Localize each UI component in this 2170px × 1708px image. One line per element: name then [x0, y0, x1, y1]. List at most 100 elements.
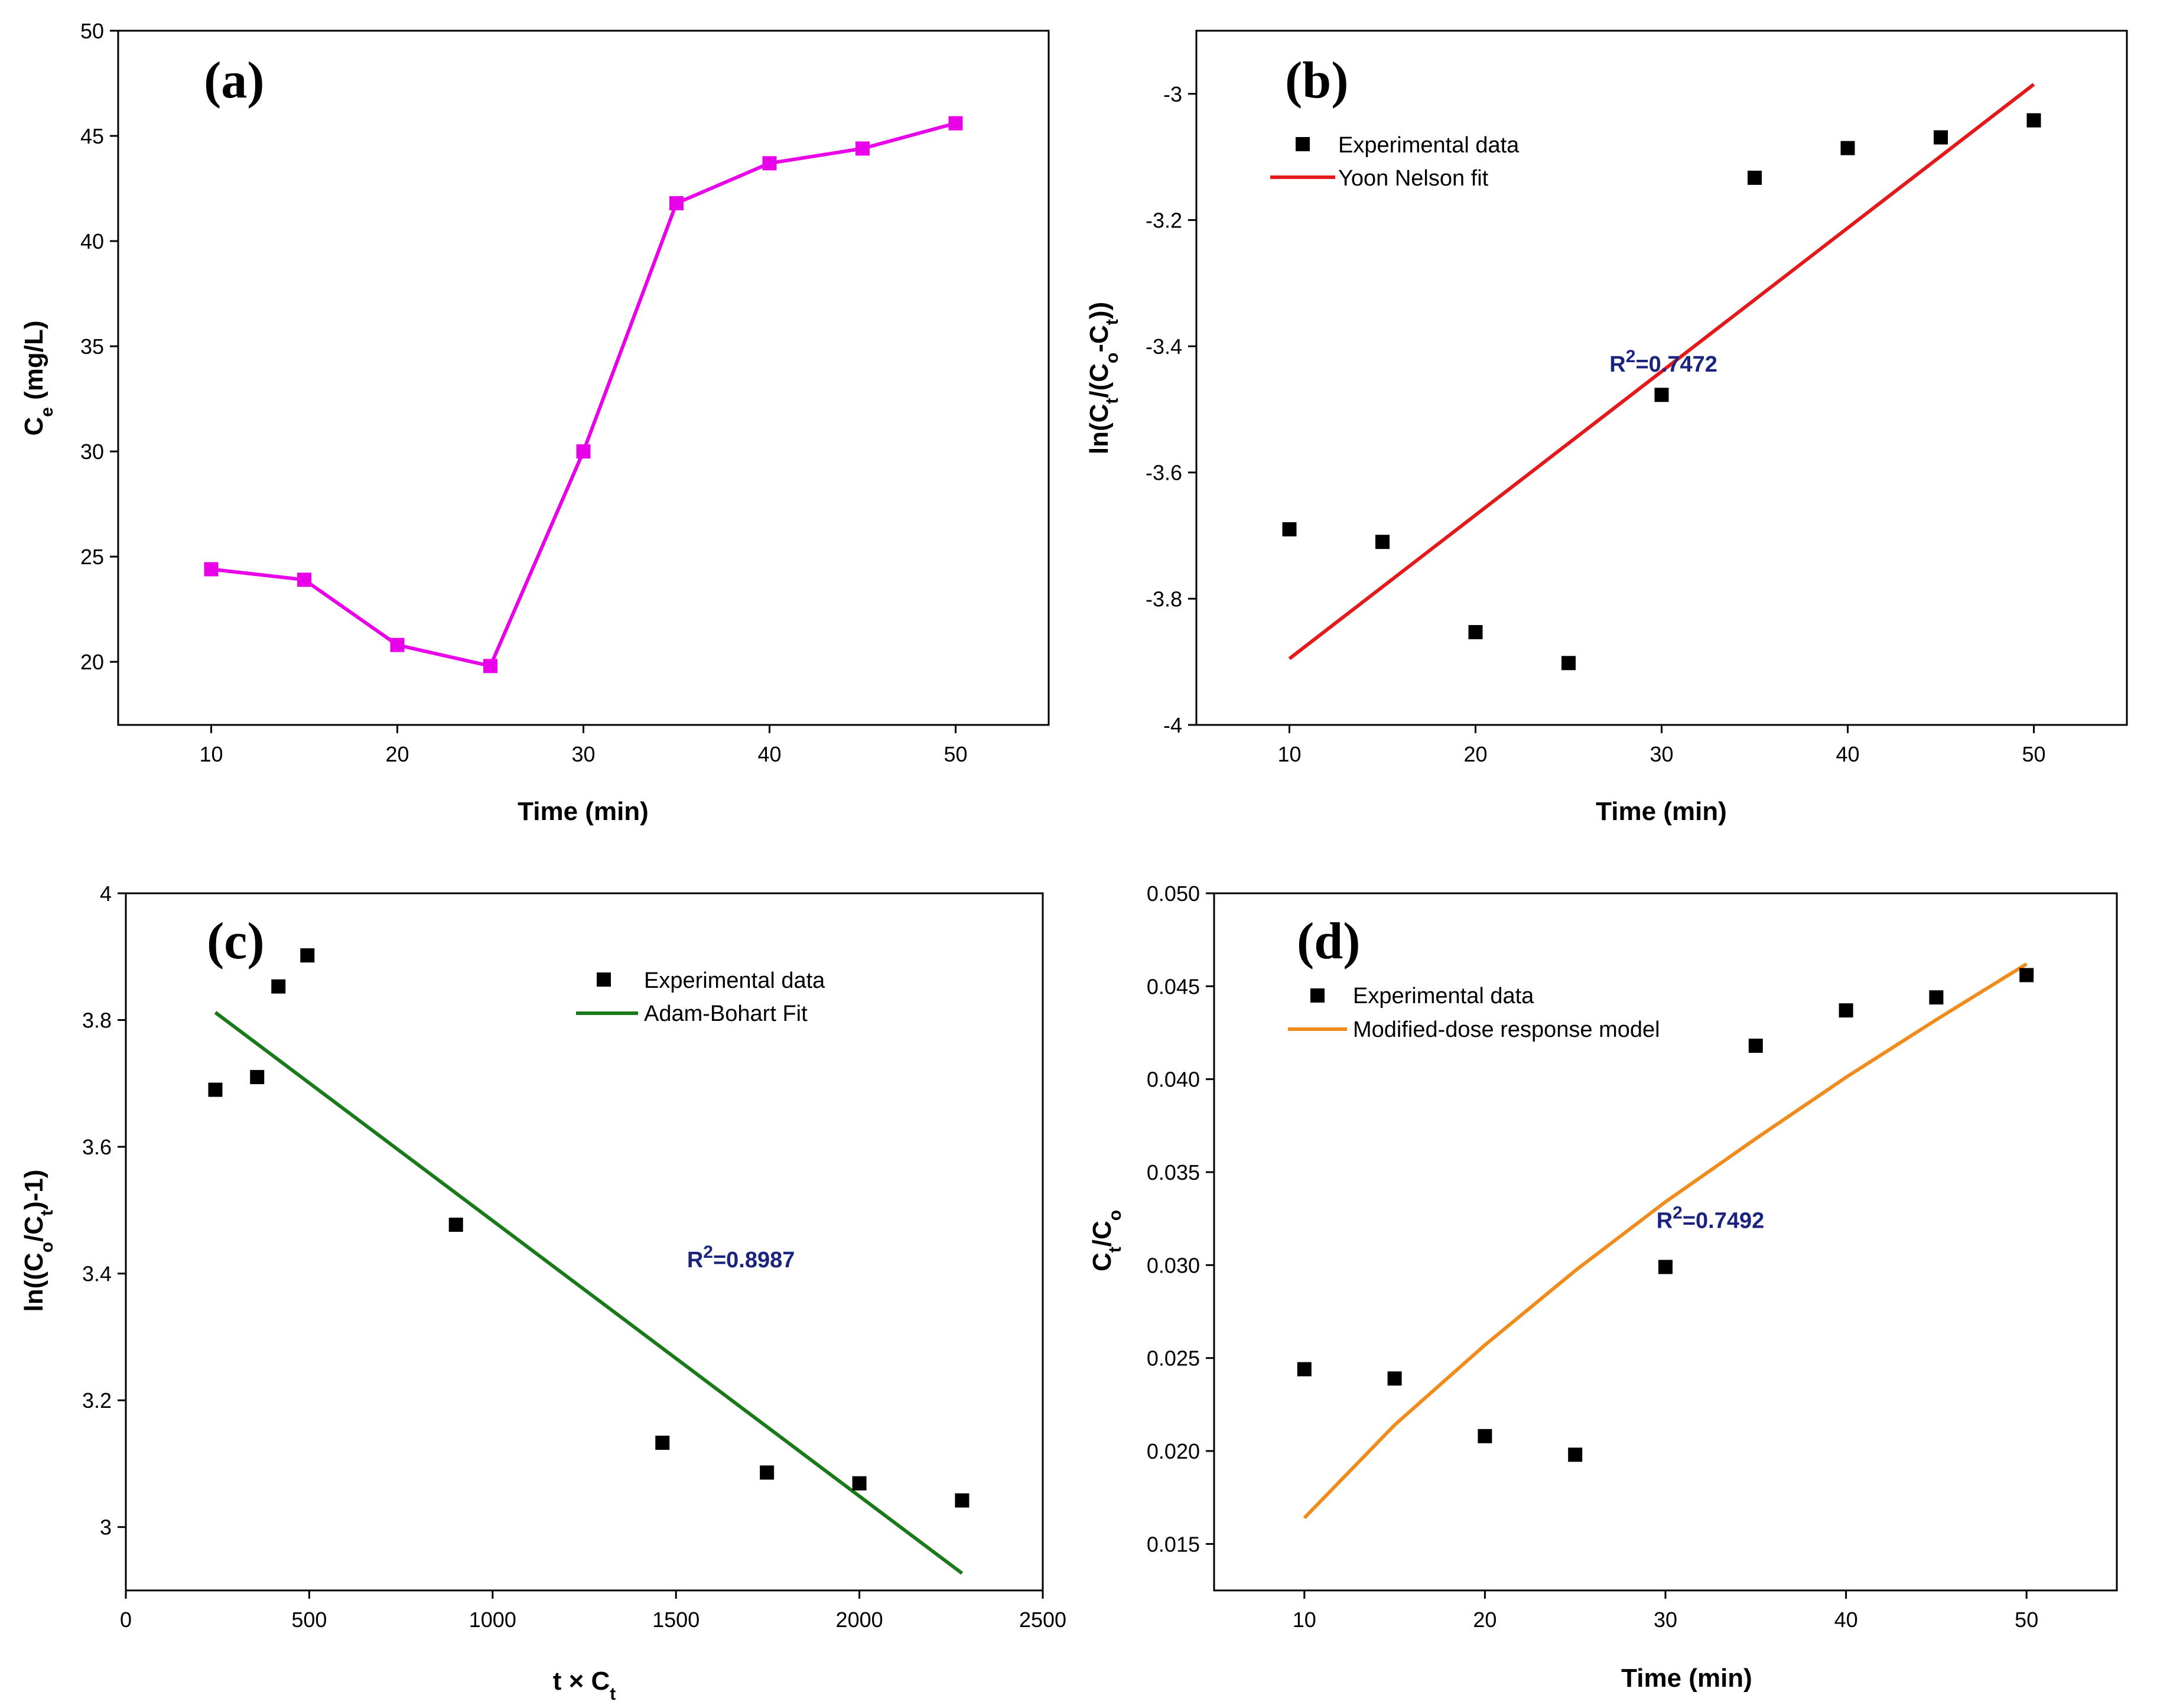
- r2-superscript: 2: [703, 1242, 713, 1262]
- legend-label-experimental: Experimental data: [1338, 133, 1520, 158]
- axis-ticks: 10 20 30 40 50 -4 -3.8 -3.6 -3.4 -3.2 -3: [1146, 82, 2046, 766]
- legend-label-fit: Modified-dose response model: [1353, 1017, 1660, 1042]
- x-tick-label: 50: [944, 742, 967, 766]
- series-line: [1288, 83, 2035, 661]
- r2-symbol: R: [1609, 352, 1625, 377]
- subscript-part: t: [37, 1210, 57, 1216]
- legend-marker-experimental: [1310, 988, 1325, 1003]
- x-tick-label: 500: [291, 1608, 327, 1632]
- panel-label: (a): [204, 52, 265, 109]
- text-part: C: [19, 417, 48, 436]
- r2-value: =0.8987: [713, 1248, 795, 1273]
- series-line: [214, 1011, 964, 1575]
- panel-label: (d): [1297, 913, 1361, 970]
- x-tick-label: 40: [1834, 1608, 1858, 1632]
- text-part: (mg/L): [19, 320, 48, 407]
- legend-label-fit: Adam-Bohart Fit: [644, 1001, 808, 1026]
- y-tick-label: 0.025: [1147, 1346, 1200, 1371]
- data-point: [1478, 1429, 1492, 1443]
- series-markers: [1297, 968, 2034, 1462]
- text-part: /C: [1088, 1221, 1117, 1247]
- r2-value: =0.7492: [1683, 1208, 1764, 1233]
- panel-c: 0 500 1000 1500 2000 2500 3 3.2 3.4 3.6 3.8 4 (c) E…: [19, 881, 1066, 1704]
- y-tick-label: 40: [80, 229, 104, 253]
- data-point: [390, 637, 405, 652]
- data-point: [1658, 1260, 1673, 1274]
- data-point: [483, 659, 497, 674]
- data-point: [448, 1218, 463, 1232]
- data-point: [855, 141, 870, 156]
- subscript-part: o: [1102, 353, 1122, 363]
- data-point: [1297, 1362, 1312, 1377]
- axis-ticks: 10 20 30 40 50 0.015 0.020 0.025 0.030 0.035 0.040…: [1147, 881, 2038, 1632]
- x-axis-title: t × Ct: [553, 1667, 616, 1704]
- text-part: /(C: [1085, 363, 1114, 398]
- x-tick-label: 10: [1293, 1608, 1316, 1632]
- data-point: [297, 572, 311, 587]
- plot-frame: [125, 892, 1044, 1592]
- y-axis-title: ln((Co/Ct)-1): [19, 1170, 57, 1312]
- y-tick-label: 3: [100, 1515, 112, 1540]
- x-tick-label: 10: [1277, 742, 1301, 766]
- legend-marker-experimental: [1296, 137, 1310, 151]
- y-tick-label: 35: [80, 334, 104, 359]
- data-point: [1468, 624, 1483, 639]
- y-tick-label: 0.020: [1147, 1439, 1200, 1463]
- x-tick-label: 30: [571, 742, 595, 766]
- x-tick-label: 20: [385, 742, 409, 766]
- text-part: ln(C: [1085, 404, 1114, 455]
- text-part: ln((C: [19, 1252, 48, 1312]
- x-axis-title: Time (min): [1596, 797, 1727, 826]
- y-tick-label: 0.040: [1147, 1068, 1200, 1092]
- y-tick-label: 0.050: [1147, 881, 1200, 906]
- r-squared-annotation: R2=0.7492: [1657, 1203, 1765, 1233]
- y-tick-label: 0.015: [1147, 1532, 1200, 1556]
- x-tick-label: 1500: [652, 1608, 700, 1632]
- x-tick-label: 20: [1473, 1608, 1496, 1632]
- y-tick-label: 3.4: [82, 1262, 112, 1286]
- legend: Experimental data Yoon Nelson fit: [1270, 133, 1520, 191]
- data-point: [948, 116, 963, 131]
- data-point: [2019, 968, 2034, 982]
- panel-label: (c): [207, 913, 265, 970]
- data-point: [1654, 388, 1669, 402]
- series-markers: [204, 116, 963, 674]
- axis-ticks: 10 20 30 40 50 20 25 30 35 40 45 50: [80, 19, 968, 766]
- text-part: C: [1088, 1252, 1117, 1271]
- y-tick-label: 0.035: [1147, 1160, 1200, 1185]
- subscript-part: t: [1102, 319, 1122, 325]
- y-tick-label: 0.045: [1147, 974, 1200, 998]
- legend-label-experimental: Experimental data: [644, 968, 825, 993]
- text-part: t × C: [553, 1667, 610, 1696]
- data-point: [1568, 1447, 1583, 1462]
- x-tick-label: 20: [1463, 742, 1487, 766]
- x-tick-label: 30: [1654, 1608, 1677, 1632]
- x-tick-label: 40: [757, 742, 781, 766]
- x-tick-label: 10: [199, 742, 223, 766]
- data-point: [1282, 522, 1297, 536]
- y-tick-label: 3.2: [82, 1388, 112, 1413]
- data-point: [204, 562, 219, 577]
- series-lines: [214, 1011, 964, 1575]
- subscript-part: t: [1102, 398, 1122, 404]
- y-tick-label: 50: [80, 19, 104, 43]
- x-tick-label: 2000: [836, 1608, 883, 1632]
- data-point: [669, 196, 684, 210]
- panel-d: 10 20 30 40 50 0.015 0.020 0.025 0.030 0.035 0.040…: [1088, 881, 2118, 1693]
- y-tick-label: 45: [80, 124, 104, 148]
- x-tick-label: 50: [2015, 1608, 2038, 1632]
- series-markers: [1282, 113, 2041, 671]
- data-point: [852, 1476, 867, 1491]
- y-tick-label: 30: [80, 440, 104, 464]
- data-point: [1561, 656, 1576, 671]
- r-squared-annotation: R2=0.8987: [687, 1242, 795, 1273]
- r2-superscript: 2: [1626, 347, 1636, 366]
- y-tick-label: -3.8: [1146, 587, 1182, 611]
- axis-ticks: 0 500 1000 1500 2000 2500 3 3.2 3.4 3.6 3.8 4: [82, 881, 1066, 1632]
- series-line: [1303, 962, 2028, 1520]
- x-tick-label: 1000: [469, 1608, 516, 1632]
- data-point: [1375, 535, 1390, 549]
- data-point: [762, 156, 777, 171]
